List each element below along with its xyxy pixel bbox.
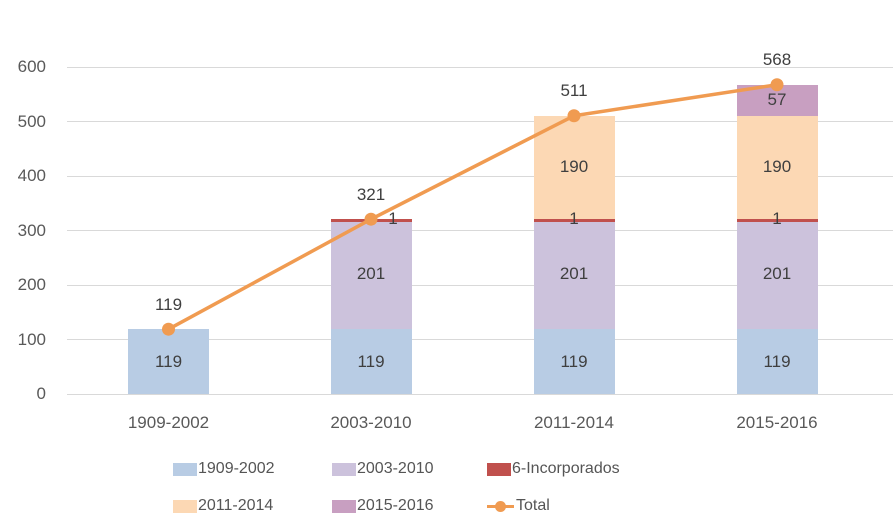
bar-segment-label: 201 — [559, 264, 589, 284]
y-axis-tick-label: 500 — [17, 111, 46, 131]
legend-label: Total — [516, 497, 550, 514]
gridline — [67, 393, 893, 395]
legend-swatch-icon — [487, 462, 511, 476]
total-point[interactable] — [770, 78, 784, 92]
y-axis-tick-label: 600 — [17, 57, 46, 77]
bar-segment-2003-2010[interactable] — [736, 219, 818, 330]
bar-segment-label: 201 — [762, 264, 792, 284]
total-point[interactable] — [162, 322, 175, 336]
x-axis-category-label: 2003-2010 — [330, 413, 412, 432]
bar-segment-label: 119 — [154, 351, 183, 371]
bar-segment-label: 201 — [356, 264, 386, 284]
x-axis-category-label: 2011-2014 — [533, 413, 615, 432]
legend-label: 2003-2010 — [357, 460, 434, 477]
legend-item-6-incorporados[interactable]: 6-Incorporados — [487, 459, 620, 479]
bar-segment-2011-2014[interactable] — [736, 115, 818, 220]
gridline — [67, 339, 893, 341]
bar-segment-6-incorporados[interactable] — [736, 219, 818, 222]
bar-segment-1909-2002[interactable] — [736, 329, 818, 394]
legend-swatch-icon — [173, 499, 197, 513]
bar-segment-label: 1 — [569, 209, 579, 229]
legend-label: 6-Incorporados — [512, 460, 620, 477]
total-point[interactable] — [567, 109, 581, 123]
bar-segment-label: 1 — [772, 209, 782, 229]
bar-segment-label: 1 — [388, 209, 398, 229]
legend-item-2003-2010[interactable]: 2003-2010 — [332, 459, 434, 479]
bar-segment-label: 57 — [767, 90, 787, 110]
gridline — [67, 284, 893, 286]
legend-label: 2015-2016 — [357, 497, 434, 514]
total-value-label: 119 — [154, 294, 183, 314]
legend-label: 2011-2014 — [198, 497, 274, 514]
legend-swatch-icon — [332, 499, 356, 513]
bar-segment-label: 119 — [763, 351, 791, 371]
gridline — [67, 230, 893, 232]
bar-segment-label: 190 — [559, 157, 589, 177]
total-line[interactable] — [166, 82, 779, 331]
bar-segment-2003-2010[interactable] — [330, 219, 412, 330]
gridline — [67, 121, 893, 123]
bar-segment-label: 119 — [560, 351, 588, 371]
bar-segment-1909-2002[interactable] — [128, 329, 209, 394]
bar-segment-2011-2014[interactable] — [533, 115, 615, 220]
y-axis-tick-label: 400 — [17, 166, 46, 186]
y-axis-tick-label: 200 — [17, 275, 46, 295]
y-axis-tick-label: 300 — [17, 220, 46, 240]
total-value-label: 511 — [560, 81, 588, 101]
gridline — [67, 175, 893, 177]
total-line-legend-marker-icon — [487, 500, 514, 513]
x-axis-category-label: 2015-2016 — [736, 413, 818, 432]
legend-label: 1909-2002 — [198, 460, 275, 477]
total-value-label: 321 — [356, 184, 386, 204]
y-axis-tick-label: 100 — [17, 329, 46, 349]
bar-segment-1909-2002[interactable] — [533, 329, 615, 394]
x-axis-category-label: 1909-2002 — [127, 413, 210, 432]
gridline — [67, 66, 893, 68]
bar-segment-label: 119 — [357, 351, 385, 371]
legend-item-total[interactable]: Total — [487, 496, 550, 516]
legend-item-2015-2016[interactable]: 2015-2016 — [332, 496, 434, 516]
legend-item-2011-2014[interactable]: 2011-2014 — [173, 496, 273, 516]
legend-swatch-icon — [173, 462, 197, 476]
bar-segment-2003-2010[interactable] — [533, 219, 615, 330]
total-value-label: 568 — [762, 50, 792, 70]
legend-item-1909-2002[interactable]: 1909-2002 — [173, 459, 275, 479]
bar-segment-1909-2002[interactable] — [330, 329, 412, 394]
bar-segment-6-incorporados[interactable] — [533, 219, 615, 222]
legend-swatch-icon — [332, 462, 356, 476]
total-point[interactable] — [364, 212, 378, 226]
bar-segment-label: 190 — [762, 157, 792, 177]
y-axis-tick-label: 0 — [36, 384, 46, 403]
